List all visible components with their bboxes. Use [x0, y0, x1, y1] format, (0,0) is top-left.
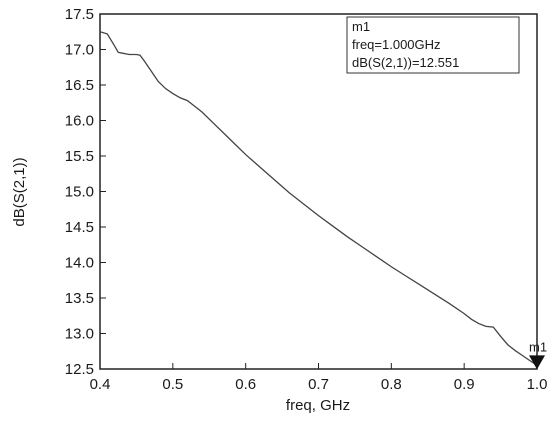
x-tick-label: 1.0 [527, 376, 548, 393]
x-tick-label: 0.9 [454, 376, 475, 393]
x-tick-label: 0.5 [162, 376, 183, 393]
marker-triangle-icon [529, 355, 545, 370]
y-tick-label: 15.5 [65, 148, 94, 165]
y-tick-label: 12.5 [65, 361, 94, 378]
marker-value-text: dB(S(2,1))=12.551 [352, 55, 459, 70]
y-tick-label: 14.5 [65, 219, 94, 236]
y-axis-ticks: 12.5 13.0 13.5 14.0 14.5 15.0 15.5 16.0 16.5 17.0… [65, 6, 106, 378]
y-tick-label: 13.5 [65, 290, 94, 307]
marker-label: m1 [529, 339, 547, 354]
marker-m1: m1 [529, 339, 547, 370]
marker-freq-text: freq=1.000GHz [352, 37, 441, 52]
x-tick-label: 0.6 [235, 376, 256, 393]
y-axis-title: dB(S(2,1)) [11, 157, 28, 226]
y-tick-label: 16.5 [65, 77, 94, 94]
marker-readout-box: m1 freq=1.000GHz dB(S(2,1))=12.551 [346, 16, 520, 74]
x-axis-title: freq, GHz [286, 397, 350, 414]
y-tick-label: 13.0 [65, 326, 94, 343]
s21-series-line [99, 31, 538, 366]
x-tick-label: 0.8 [381, 376, 402, 393]
x-tick-label: 0.7 [308, 376, 329, 393]
y-tick-label: 17.0 [65, 42, 94, 59]
y-tick-label: 14.0 [65, 255, 94, 272]
x-tick-label: 0.4 [90, 376, 111, 393]
x-axis-ticks: 0.4 0.5 0.6 0.7 0.8 0.9 1.0 [90, 363, 548, 393]
marker-name-text: m1 [352, 19, 370, 34]
marker-readout-border [346, 16, 520, 74]
y-tick-label: 17.5 [65, 6, 94, 23]
y-tick-label: 16.0 [65, 113, 94, 130]
y-tick-label: 15.0 [65, 184, 94, 201]
